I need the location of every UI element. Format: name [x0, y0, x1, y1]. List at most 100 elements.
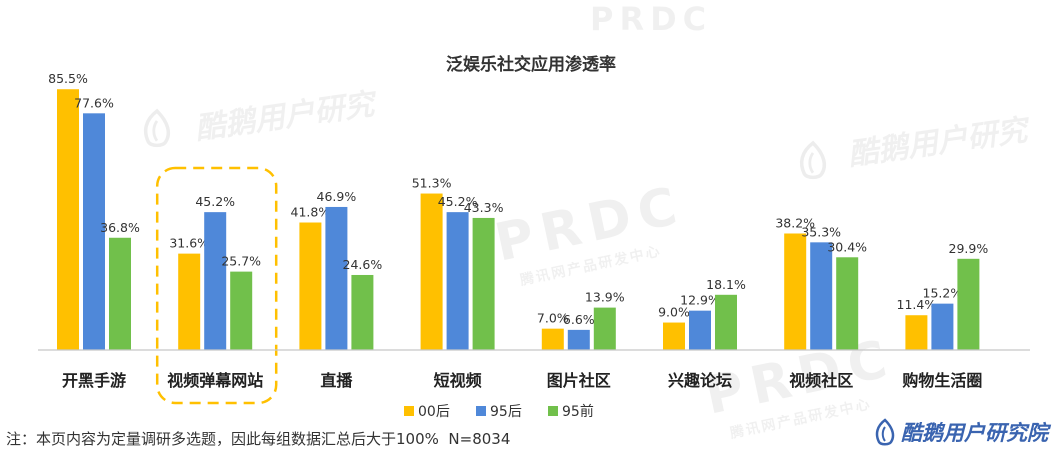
data-label-value: 36.8 — [100, 220, 128, 235]
goose-flame-icon — [875, 418, 895, 446]
data-label-value: 12.9 — [680, 293, 708, 308]
data-label-unit: % — [734, 277, 746, 292]
bar — [931, 303, 954, 350]
bar — [593, 307, 616, 350]
bar-group: 11.4% 15.2% 29.9% 购物生活圈 — [897, 241, 989, 390]
chart-title: 泛娱乐社交应用渗透率 — [446, 55, 616, 75]
data-label-value: 43.3 — [464, 200, 492, 215]
data-label: 77.6% — [74, 95, 114, 110]
highlight-box — [155, 166, 278, 405]
legend-label: 00后 — [418, 404, 450, 420]
bar — [351, 274, 374, 350]
data-label-value: 25.7 — [221, 254, 249, 269]
bar-group: 38.2%35.3%30.4%视频社区 — [775, 215, 867, 390]
data-label: 85.5% — [48, 71, 88, 86]
data-label: 29.9% — [949, 241, 989, 256]
bar — [957, 258, 980, 350]
data-label-value: 11.4 — [897, 297, 925, 312]
data-label-value: 77.6 — [74, 95, 102, 110]
data-label-value: 18.1 — [706, 277, 734, 292]
data-label-unit: % — [613, 290, 625, 305]
data-label: 25.7% — [221, 254, 261, 269]
bar — [810, 242, 833, 350]
legend-item-pre95: 95前 — [548, 401, 620, 421]
data-label-unit: % — [223, 194, 235, 209]
data-label-unit: % — [102, 95, 114, 110]
legend-swatch — [404, 406, 414, 416]
data-label-value: 45.2 — [438, 194, 466, 209]
legend: 00后 95后 95前 — [404, 401, 620, 421]
data-label-unit: % — [583, 312, 595, 327]
data-label-unit: % — [466, 194, 478, 209]
bar-group: 31.6%45.2%25.7%视频弹幕网站 — [167, 194, 263, 390]
data-label-unit: % — [557, 311, 569, 326]
data-label: 9.0% — [658, 305, 690, 320]
data-label: 41.8% — [291, 205, 331, 220]
data-label-unit: % — [678, 305, 690, 320]
data-label-unit: % — [492, 200, 504, 215]
data-label: 46.9% — [317, 189, 357, 204]
data-label-value: 13.9 — [585, 290, 613, 305]
data-label-unit: % — [829, 224, 841, 239]
bar — [299, 222, 322, 350]
data-label-unit: % — [440, 176, 452, 191]
data-label-unit: % — [855, 239, 867, 254]
bar-group: 9.0%12.9%18.1%兴趣论坛 — [658, 277, 746, 390]
legend-item-00: 00后 — [404, 401, 476, 421]
logo-text: 酷鹅用户研究院 — [901, 421, 1048, 445]
bar — [567, 329, 590, 350]
data-label: 36.8% — [100, 220, 140, 235]
bar — [230, 271, 253, 350]
logo: 酷鹅用户研究院 — [873, 417, 1048, 447]
data-label: 45.2% — [195, 194, 235, 209]
data-label: 13.9% — [585, 290, 625, 305]
data-label: 12.9% — [680, 293, 720, 308]
bar — [663, 322, 685, 350]
data-label-unit: % — [76, 71, 88, 86]
bar — [784, 233, 807, 350]
data-label-value: 15.2 — [923, 286, 951, 301]
bar-groups: 85.5%77.6%36.8%开黑手游31.6%45.2%25.7%视频弹幕网站… — [48, 71, 988, 390]
data-label-value: 30.4 — [827, 239, 855, 254]
data-label-unit: % — [976, 241, 988, 256]
data-label-value: 35.3 — [801, 224, 829, 239]
legend-label: 95前 — [562, 404, 594, 420]
bar — [905, 315, 928, 350]
category-label: 兴趣论坛 — [668, 371, 732, 390]
bar-group: 85.5%77.6%36.8%开黑手游 — [48, 71, 140, 390]
data-label-value: 7.0 — [537, 311, 557, 326]
data-label: 43.3% — [464, 200, 504, 215]
data-label: 35.3% — [801, 224, 841, 239]
data-label-value: 6.6 — [563, 312, 583, 327]
data-label: 38.2% — [775, 215, 815, 230]
data-label-value: 38.2 — [775, 215, 803, 230]
data-label: 7.0% — [537, 311, 569, 326]
category-label: 视频社区 — [789, 371, 853, 390]
bar — [204, 212, 227, 350]
data-label-value: 46.9 — [317, 189, 345, 204]
data-label-value: 45.2 — [195, 194, 223, 209]
data-label-value: 29.9 — [949, 241, 977, 256]
bar — [541, 328, 564, 350]
data-label-unit: % — [370, 257, 382, 272]
data-label: 18.1% — [706, 277, 746, 292]
data-label-value: 31.6 — [169, 236, 197, 251]
category-label: 购物生活圈 — [902, 371, 982, 390]
data-label: 6.6% — [563, 312, 595, 327]
category-label: 开黑手游 — [62, 371, 126, 390]
bar — [472, 217, 495, 350]
data-label-value: 41.8 — [291, 205, 319, 220]
legend-swatch — [476, 406, 486, 416]
bar — [83, 113, 105, 350]
bar — [420, 193, 443, 350]
bar — [836, 257, 859, 350]
data-label-value: 85.5 — [48, 71, 76, 86]
data-label-unit: % — [344, 189, 356, 204]
category-label: 视频弹幕网站 — [167, 371, 263, 390]
bar — [689, 310, 711, 350]
bar — [446, 212, 469, 350]
data-label-unit: % — [249, 254, 261, 269]
data-label-value: 24.6 — [343, 257, 371, 272]
data-label: 45.2% — [438, 194, 478, 209]
